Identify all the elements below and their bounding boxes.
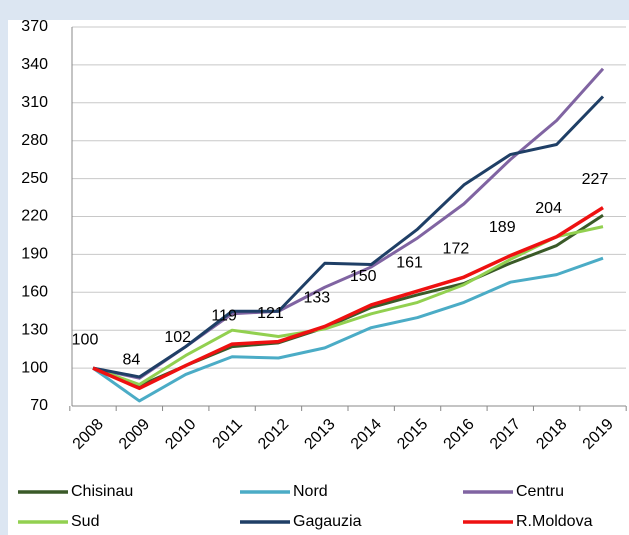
legend-label: Nord — [293, 483, 328, 500]
series-line — [92, 225, 604, 387]
y-tick-label: 100 — [21, 359, 48, 376]
data-label: 227 — [582, 171, 609, 188]
legend-label: Centru — [516, 483, 564, 500]
data-label: 204 — [535, 200, 562, 217]
data-label: 172 — [443, 240, 470, 257]
data-label: 119 — [211, 307, 237, 324]
y-tick-label: 130 — [21, 321, 48, 338]
legend-label: R.Moldova — [516, 513, 593, 530]
legend-label: Gagauzia — [293, 513, 362, 530]
y-tick-label: 70 — [30, 397, 48, 414]
legend-label: Chisinau — [71, 483, 133, 500]
data-label: 189 — [489, 219, 516, 236]
y-tick-label: 190 — [21, 246, 48, 263]
chart-area — [8, 20, 629, 535]
y-tick-label: 220 — [21, 208, 48, 225]
legend-label: Sud — [71, 513, 99, 530]
series-line — [92, 95, 605, 379]
y-tick-label: 340 — [21, 56, 48, 73]
data-label: 133 — [303, 290, 330, 307]
data-label: 100 — [72, 331, 99, 348]
y-tick-label: 280 — [21, 132, 48, 149]
data-label: 161 — [396, 254, 423, 271]
data-label: 150 — [350, 268, 377, 285]
y-tick-label: 160 — [21, 284, 48, 301]
series-line — [92, 256, 604, 403]
series-line — [92, 206, 604, 391]
y-tick-label: 310 — [21, 94, 48, 111]
data-label: 121 — [257, 305, 284, 322]
y-tick-label: 250 — [21, 170, 48, 187]
data-label: 84 — [122, 352, 140, 369]
y-tick-label: 370 — [21, 18, 48, 35]
data-label: 102 — [164, 329, 191, 346]
